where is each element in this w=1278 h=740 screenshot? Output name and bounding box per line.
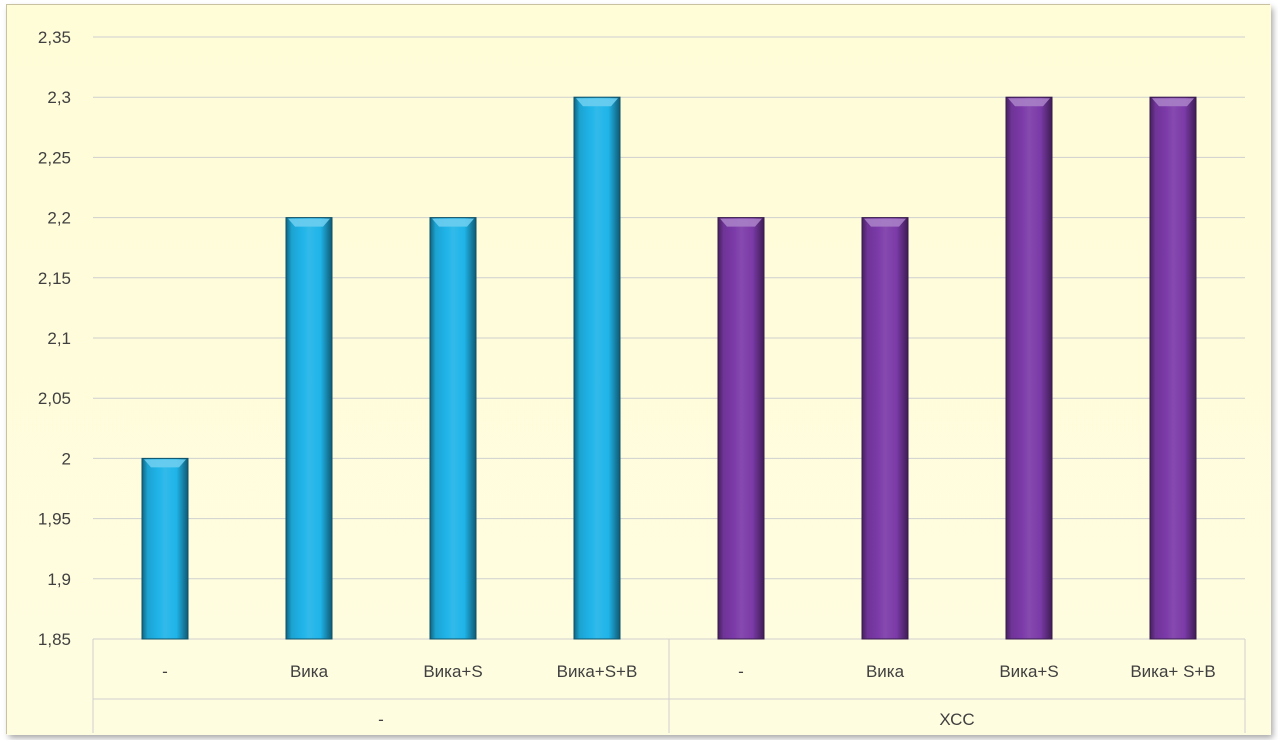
bar-bevel	[864, 218, 906, 227]
x-group-label: -	[378, 710, 384, 729]
x-category-label: -	[162, 662, 168, 681]
bar	[285, 217, 333, 640]
bar	[1005, 96, 1053, 640]
y-tick-label: 1,95	[38, 510, 71, 529]
y-tick-label: 2,1	[47, 329, 71, 348]
bar-bevel	[1152, 98, 1194, 107]
chart-frame: 1,85 1,9 1,95 2 2,05 2,1 2,15 2,2 2,25 2,3 2,35 - Ви…	[6, 4, 1271, 735]
bar-chart: 1,85 1,9 1,95 2 2,05 2,1 2,15 2,2 2,25 2,3 2,35 - Ви…	[7, 5, 1271, 735]
bar-bevel	[1008, 98, 1050, 107]
y-tick-label: 2,15	[38, 269, 71, 288]
x-category-label: Вика+S	[999, 662, 1058, 681]
x-category-label: -	[738, 662, 744, 681]
bar-bevel	[144, 459, 186, 468]
bar-bevel	[720, 218, 762, 227]
y-tick-label: 2	[62, 449, 71, 468]
x-category-label: Вика	[290, 662, 329, 681]
bar	[717, 217, 765, 640]
y-tick-label: 2,2	[47, 209, 71, 228]
y-tick-label: 1,85	[38, 630, 71, 649]
x-category-label: Вика+S+B	[557, 662, 638, 681]
y-tick-label: 1,9	[47, 570, 71, 589]
bar	[1149, 96, 1197, 640]
bar-bevel	[432, 218, 474, 227]
bar	[573, 96, 621, 640]
x-group-label: ХСС	[939, 710, 974, 729]
bar	[429, 217, 477, 640]
y-tick-label: 2,3	[47, 88, 71, 107]
x-category-label: Вика+ S+B	[1130, 662, 1215, 681]
chart-background	[7, 5, 1271, 735]
y-tick-label: 2,25	[38, 148, 71, 167]
y-tick-label: 2,35	[38, 28, 71, 47]
bar-bevel	[288, 218, 330, 227]
bar-bevel	[576, 98, 618, 107]
x-category-label: Вика	[866, 662, 905, 681]
y-tick-label: 2,05	[38, 389, 71, 408]
bar	[141, 457, 189, 640]
bar	[861, 217, 909, 640]
x-category-label: Вика+S	[423, 662, 482, 681]
